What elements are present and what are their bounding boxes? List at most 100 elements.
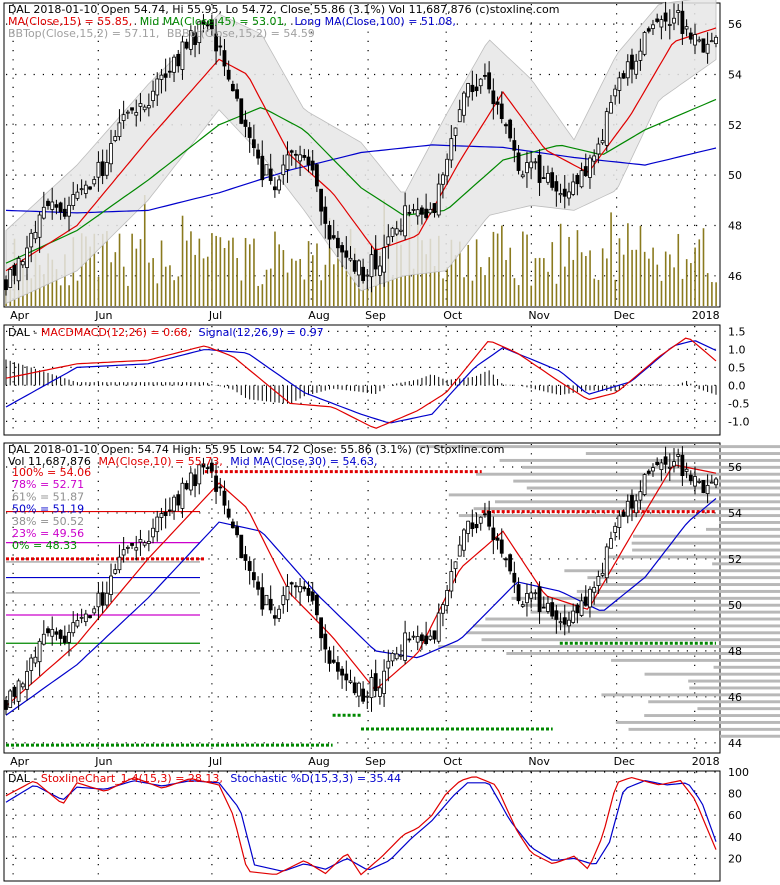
candle-body — [403, 632, 408, 661]
candle-body — [436, 612, 441, 642]
candle-body — [604, 111, 609, 146]
y-tick-label: 46 — [728, 691, 742, 704]
candle-body — [201, 463, 206, 468]
volume-bar — [232, 237, 234, 306]
candle-body — [659, 19, 664, 28]
candle-body — [33, 656, 38, 664]
candle-body — [243, 119, 248, 127]
fib-panel: 44 46 48 50 52 54 56 Apr Jun Jul Aug Sep Oct Nov Dec 2… — [3, 442, 780, 768]
candle-body — [663, 12, 668, 22]
volume-bar — [664, 251, 667, 306]
candle-body — [50, 629, 55, 637]
volume-bar — [240, 280, 243, 306]
volume-bar — [564, 266, 566, 306]
profile-bar — [632, 534, 780, 538]
candle-body — [621, 511, 626, 517]
volume-bar — [551, 242, 554, 306]
candle-body — [403, 205, 408, 237]
candle-body — [134, 112, 139, 116]
candle-body — [617, 77, 622, 91]
candle-body — [20, 261, 25, 266]
candle-body — [277, 179, 281, 191]
candle-body — [264, 164, 269, 176]
y-tick-label: 20 — [728, 852, 742, 865]
candle-body — [251, 572, 256, 581]
candle-body — [600, 572, 605, 576]
candle-body — [54, 204, 59, 208]
candle-body — [12, 686, 17, 697]
x-tick-label: 2018 — [692, 755, 720, 768]
volume-bar — [635, 249, 638, 306]
fib-label-fib_78: 78% = 52.71 — [12, 478, 84, 491]
volume-bar — [572, 259, 575, 306]
macd-line — [5, 337, 717, 429]
candle-body — [638, 50, 643, 61]
candle-body — [67, 632, 71, 643]
volume-bar — [290, 258, 293, 306]
profile-bar — [611, 658, 780, 662]
candle-body — [596, 576, 601, 586]
candle-body — [508, 554, 513, 572]
ma30-line — [5, 498, 717, 716]
candle-body — [167, 70, 172, 73]
candle-body — [306, 587, 311, 596]
candle-body — [121, 549, 126, 556]
candle-body — [67, 204, 71, 217]
candle-body — [4, 279, 8, 291]
candle-body — [46, 628, 50, 634]
candle-body — [205, 24, 210, 27]
candle-body — [62, 208, 67, 217]
candle-body — [399, 229, 403, 232]
candle-body — [709, 481, 714, 484]
candle-body — [676, 454, 681, 457]
candle-body — [167, 509, 172, 512]
candle-body — [33, 232, 38, 240]
candle-body — [151, 90, 155, 101]
candle-body — [537, 154, 542, 183]
candle-body — [491, 527, 496, 541]
volume-bar — [698, 239, 701, 306]
candle-body — [344, 673, 349, 681]
candle-body — [638, 491, 643, 501]
candle-body — [390, 227, 395, 237]
volume-bar — [265, 269, 268, 306]
fib-label-fib_100: 100% = 54.06 — [12, 466, 91, 479]
candle-body — [125, 546, 130, 549]
profile-bar — [608, 555, 780, 559]
volume-bar — [484, 275, 486, 306]
candle-body — [8, 268, 13, 288]
candle-body — [369, 254, 374, 278]
y-tick-label: 80 — [728, 788, 742, 801]
volume-bar — [610, 212, 612, 306]
profile-bar — [632, 548, 780, 552]
candle-body — [159, 513, 164, 518]
candle-body — [306, 156, 311, 166]
candle-body — [478, 516, 483, 524]
candle-body — [58, 202, 63, 213]
candle-body — [529, 161, 534, 169]
candle-body — [247, 561, 252, 571]
candle-body — [251, 139, 256, 148]
candle-body — [54, 631, 59, 635]
candle-body — [130, 542, 134, 546]
candle-body — [268, 168, 273, 182]
volume-bar — [480, 267, 482, 306]
volume-bar — [652, 247, 654, 306]
volume-bar — [669, 254, 671, 306]
volume-bar — [505, 259, 507, 306]
candle-body — [335, 662, 340, 672]
candle-body — [688, 32, 693, 40]
candle-body — [579, 600, 584, 616]
volume-bar — [627, 223, 629, 306]
candle-body — [214, 475, 218, 492]
volume-bar — [643, 251, 646, 306]
candle-body — [16, 680, 21, 702]
volume-bar — [337, 239, 339, 306]
candle-body — [243, 554, 248, 561]
volume-bar — [139, 239, 142, 306]
candle-body — [562, 617, 567, 625]
price-legend-line1: DAL 2018-01-10 Open 54.74, Hi 55.95, Lo … — [8, 3, 560, 16]
candle-body — [138, 103, 143, 107]
candle-body — [680, 454, 685, 477]
